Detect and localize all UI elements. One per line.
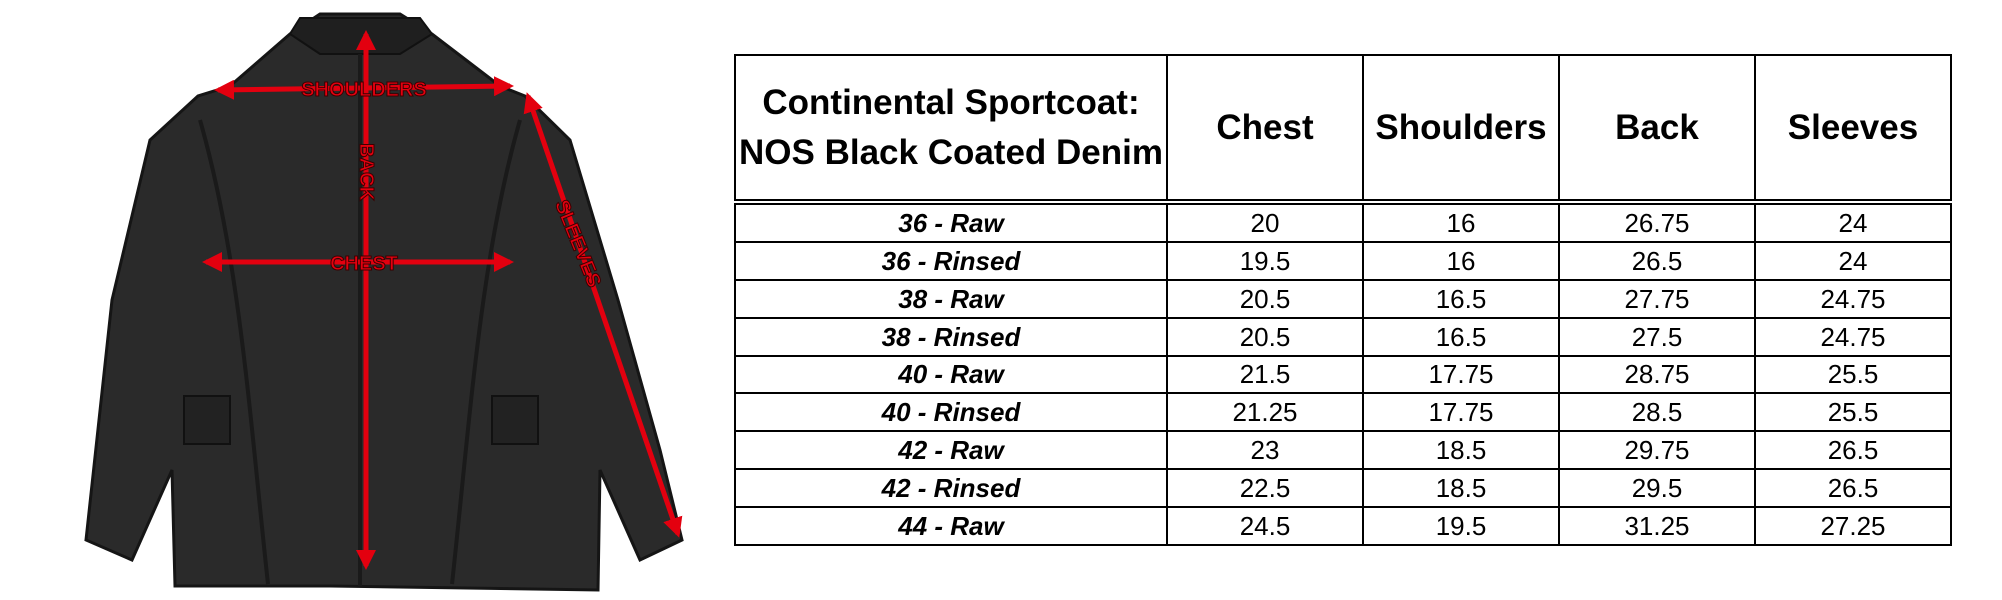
back-cell: 29.5 <box>1558 468 1756 509</box>
column-header-sleeves: Sleeves <box>1754 54 1952 205</box>
sleeves-cell: 26.5 <box>1754 430 1952 471</box>
size-cell: 40 - Raw <box>734 354 1168 395</box>
chest-cell: 22.5 <box>1166 468 1364 509</box>
chest-cell: 21.5 <box>1166 354 1364 395</box>
table-row: 38 - Raw 20.5 16.5 27.75 24.75 <box>734 278 1952 319</box>
shoulders-cell: 18.5 <box>1362 430 1560 471</box>
shoulders-cell: 17.75 <box>1362 392 1560 433</box>
size-cell: 36 - Raw <box>734 201 1168 243</box>
size-cell: 38 - Rinsed <box>734 316 1168 357</box>
sleeves-cell: 24.75 <box>1754 316 1952 357</box>
shoulders-cell: 18.5 <box>1362 468 1560 509</box>
shoulders-cell: 16 <box>1362 240 1560 281</box>
table-body: 36 - Raw 20 16 26.75 24 36 - Rinsed 19.5 16 26.5… <box>734 201 1952 546</box>
size-chart-table: Continental Sportcoat: NOS Black Coated … <box>734 54 1952 546</box>
back-cell: 31.25 <box>1558 506 1756 546</box>
size-cell: 36 - Rinsed <box>734 240 1168 281</box>
table-row: 42 - Rinsed 22.5 18.5 29.5 26.5 <box>734 468 1952 509</box>
chest-cell: 20 <box>1166 201 1364 243</box>
table-row: 40 - Rinsed 21.25 17.75 28.5 25.5 <box>734 392 1952 433</box>
back-label: BACK <box>355 143 377 201</box>
chest-cell: 20.5 <box>1166 278 1364 319</box>
chest-cell: 23 <box>1166 430 1364 471</box>
table-row: 40 - Raw 21.5 17.75 28.75 25.5 <box>734 354 1952 395</box>
chest-cell: 21.25 <box>1166 392 1364 433</box>
sleeves-cell: 27.25 <box>1754 506 1952 546</box>
jacket-left-pocket <box>183 395 231 445</box>
chest-label: CHEST <box>330 253 398 275</box>
shoulders-cell: 16.5 <box>1362 278 1560 319</box>
sleeves-cell: 25.5 <box>1754 354 1952 395</box>
table-row: 42 - Raw 23 18.5 29.75 26.5 <box>734 430 1952 471</box>
column-header-shoulders: Shoulders <box>1362 54 1560 205</box>
shoulders-cell: 17.75 <box>1362 354 1560 395</box>
sleeves-cell: 24 <box>1754 201 1952 243</box>
size-cell: 40 - Rinsed <box>734 392 1168 433</box>
table-row: 36 - Rinsed 19.5 16 26.5 24 <box>734 240 1952 281</box>
size-cell: 42 - Raw <box>734 430 1168 471</box>
sleeves-cell: 24 <box>1754 240 1952 281</box>
shoulders-label: SHOULDERS <box>301 79 427 101</box>
shoulders-cell: 16 <box>1362 201 1560 243</box>
size-cell: 44 - Raw <box>734 506 1168 546</box>
back-cell: 27.75 <box>1558 278 1756 319</box>
column-header-back: Back <box>1558 54 1756 205</box>
chest-cell: 24.5 <box>1166 506 1364 546</box>
chest-cell: 20.5 <box>1166 316 1364 357</box>
sleeves-cell: 24.75 <box>1754 278 1952 319</box>
sleeves-cell: 25.5 <box>1754 392 1952 433</box>
table-title: Continental Sportcoat: NOS Black Coated … <box>734 54 1168 205</box>
size-cell: 38 - Raw <box>734 278 1168 319</box>
jacket-measurement-diagram: SHOULDERS CHEST BACK SLEEVES <box>0 0 720 600</box>
back-cell: 26.75 <box>1558 201 1756 243</box>
shoulders-cell: 19.5 <box>1362 506 1560 546</box>
back-cell: 28.75 <box>1558 354 1756 395</box>
shoulders-cell: 16.5 <box>1362 316 1560 357</box>
size-cell: 42 - Rinsed <box>734 468 1168 509</box>
back-cell: 29.75 <box>1558 430 1756 471</box>
back-cell: 26.5 <box>1558 240 1756 281</box>
back-cell: 28.5 <box>1558 392 1756 433</box>
table-row: 36 - Raw 20 16 26.75 24 <box>734 201 1952 243</box>
table-header-row: Continental Sportcoat: NOS Black Coated … <box>734 54 1952 205</box>
jacket-right-pocket <box>491 395 539 445</box>
sleeves-cell: 26.5 <box>1754 468 1952 509</box>
table-row: 44 - Raw 24.5 19.5 31.25 27.25 <box>734 506 1952 546</box>
sleeves-arrow <box>523 92 683 538</box>
column-header-chest: Chest <box>1166 54 1364 205</box>
back-cell: 27.5 <box>1558 316 1756 357</box>
table-row: 38 - Rinsed 20.5 16.5 27.5 24.75 <box>734 316 1952 357</box>
chest-cell: 19.5 <box>1166 240 1364 281</box>
